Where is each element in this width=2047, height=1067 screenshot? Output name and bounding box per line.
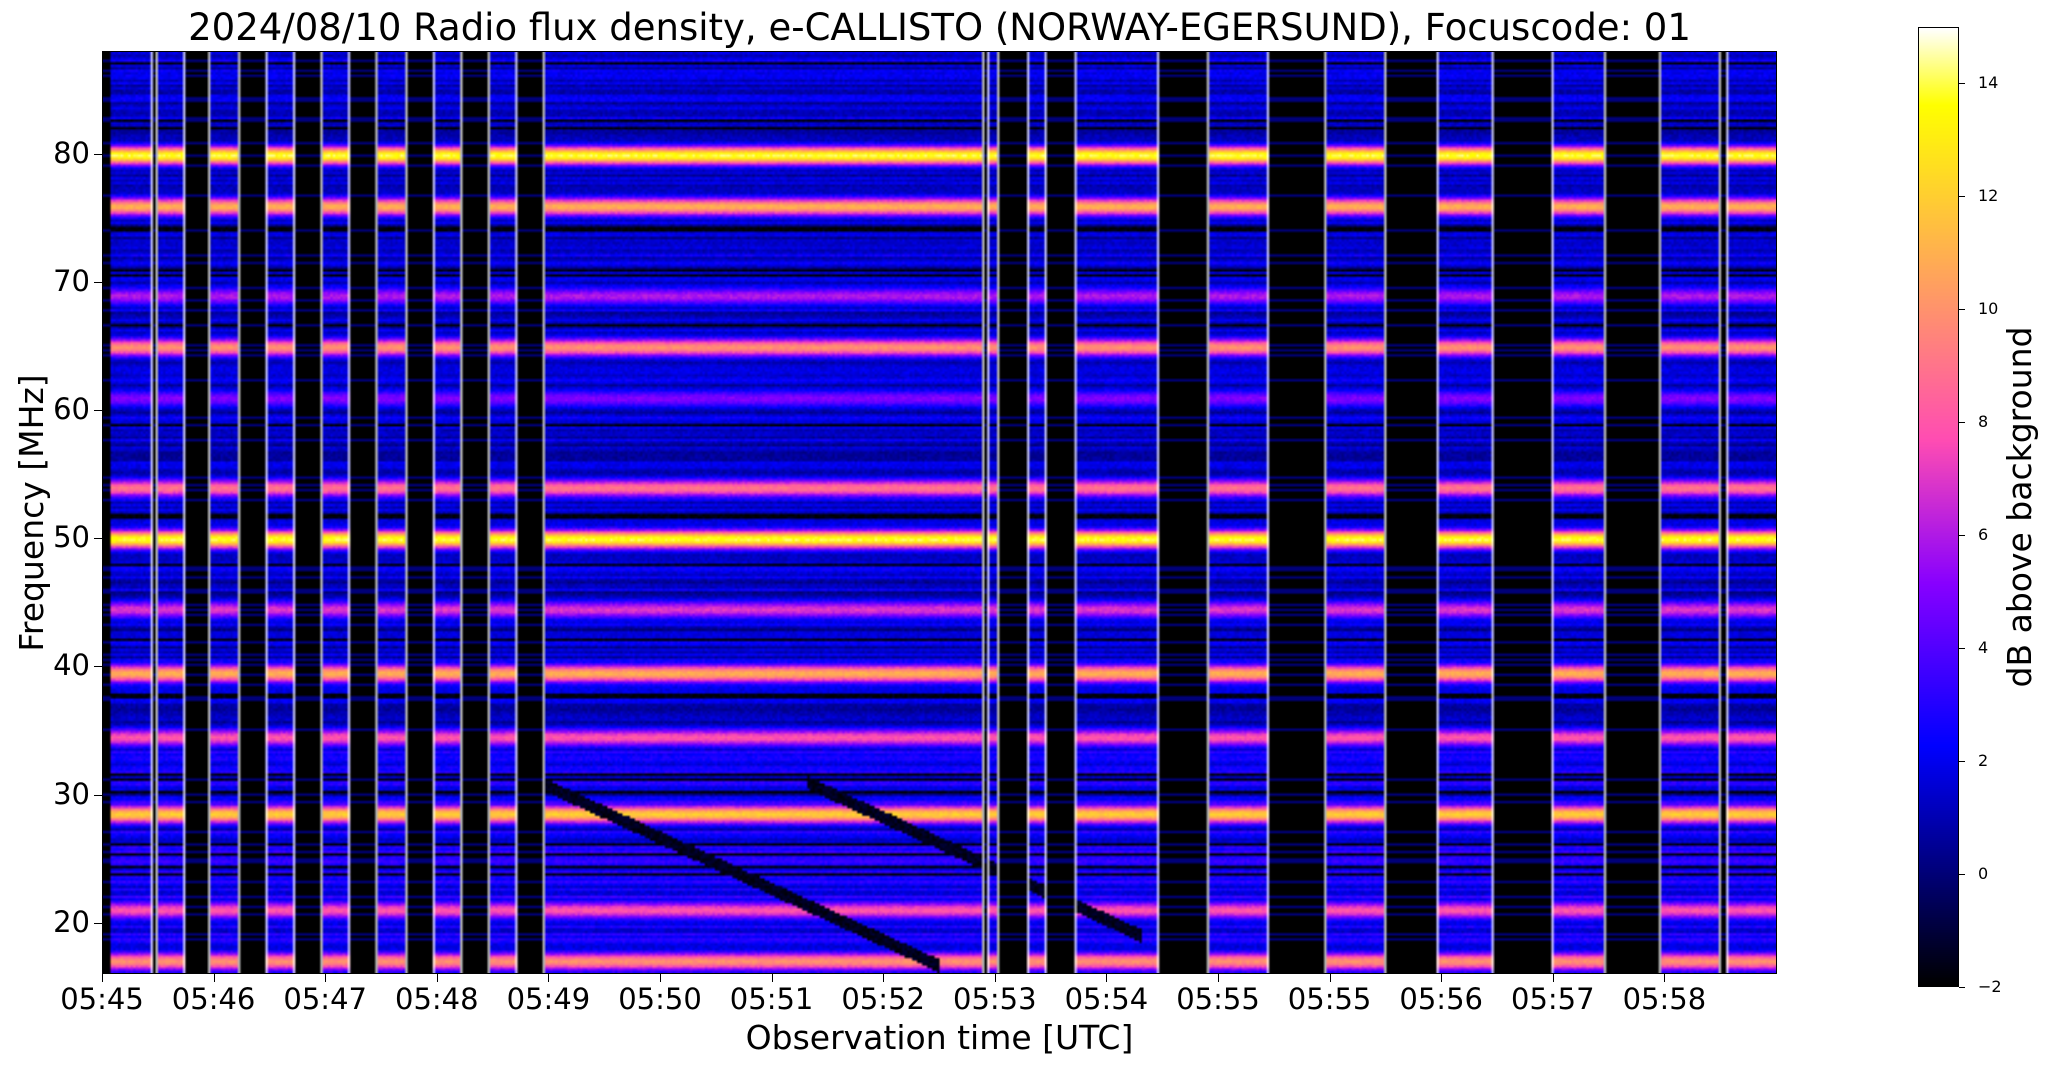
colorbar-tick-mark [1959,648,1965,650]
spectrogram-plot-area [102,51,1777,974]
x-tick-label: 05:47 [283,982,367,1016]
y-tick-mark [94,538,102,540]
x-tick-mark [213,974,215,982]
spectrogram-heatmap [103,52,1776,973]
y-tick-mark [94,666,102,668]
y-tick-mark [94,794,102,796]
colorbar-tick-label: 14 [1978,73,1999,93]
x-tick-label: 05:57 [1511,982,1595,1016]
x-tick-mark [1552,974,1554,982]
x-tick-label: 05:46 [171,982,256,1016]
x-tick-mark [1441,974,1443,982]
y-tick-label: 50 [53,520,90,555]
x-tick-mark [1329,974,1331,982]
colorbar-tick-mark [1959,987,1965,988]
x-tick-label: 05:55 [1176,982,1260,1016]
colorbar-tick-label: −2 [1978,977,2002,996]
colorbar-tick-label: 10 [1978,299,1999,319]
y-tick-mark [94,922,102,924]
colorbar-tick-label: 0 [1978,864,1989,884]
y-tick-mark [94,153,102,155]
x-tick-mark [660,974,661,982]
x-tick-label: 05:49 [506,982,591,1016]
x-tick-label: 05:50 [618,982,702,1016]
x-tick-mark [771,974,773,982]
y-tick-label: 40 [53,648,90,683]
y-tick-label: 70 [53,263,90,298]
y-tick-label: 60 [53,391,90,426]
colorbar-label: dB above background [2000,326,2039,688]
x-tick-label: 05:55 [1287,982,1372,1016]
colorbar-tick-label: 12 [1978,186,1999,206]
y-tick-label: 30 [53,776,90,811]
x-tick-mark [1106,974,1108,982]
chart-title: 2024/08/10 Radio flux density, e-CALLIST… [188,6,1691,49]
x-tick-mark [548,974,550,982]
x-tick-mark [883,974,885,982]
colorbar-tick-mark [1959,83,1965,85]
colorbar-tick-mark [1959,309,1965,311]
x-tick-label: 05:48 [395,982,479,1016]
colorbar-tick-mark [1959,874,1965,876]
colorbar-tick-mark [1959,422,1965,424]
x-tick-mark [436,974,438,982]
y-tick-label: 80 [53,135,90,170]
colorbar-tick-label: 6 [1978,525,1989,545]
colorbar-tick-label: 2 [1978,751,1989,771]
colorbar-tick-mark [1959,196,1965,198]
x-tick-label: 05:58 [1622,982,1707,1016]
x-tick-mark [325,974,327,982]
colorbar-tick-label: 4 [1978,638,1989,658]
x-tick-label: 05:53 [953,982,1037,1016]
colorbar-tick-label: 8 [1978,412,1989,432]
x-tick-label: 05:52 [841,982,925,1016]
x-tick-label: 05:54 [1064,982,1149,1016]
colorbar-tick-mark [1959,761,1965,763]
x-tick-mark [994,974,996,982]
y-tick-label: 20 [53,904,90,939]
colorbar-tick-mark [1959,535,1965,537]
x-tick-mark [1218,974,1219,982]
y-tick-mark [94,409,102,411]
x-tick-label: 05:45 [60,982,144,1016]
x-tick-mark [1664,974,1666,982]
x-tick-mark [102,974,103,982]
x-tick-label: 05:56 [1399,982,1483,1016]
x-tick-label: 05:51 [729,982,814,1016]
y-axis-label: Frequency [MHz] [12,373,51,652]
colorbar [1918,27,1959,987]
y-tick-mark [94,281,102,283]
x-axis-label: Observation time [UTC] [745,1018,1134,1057]
